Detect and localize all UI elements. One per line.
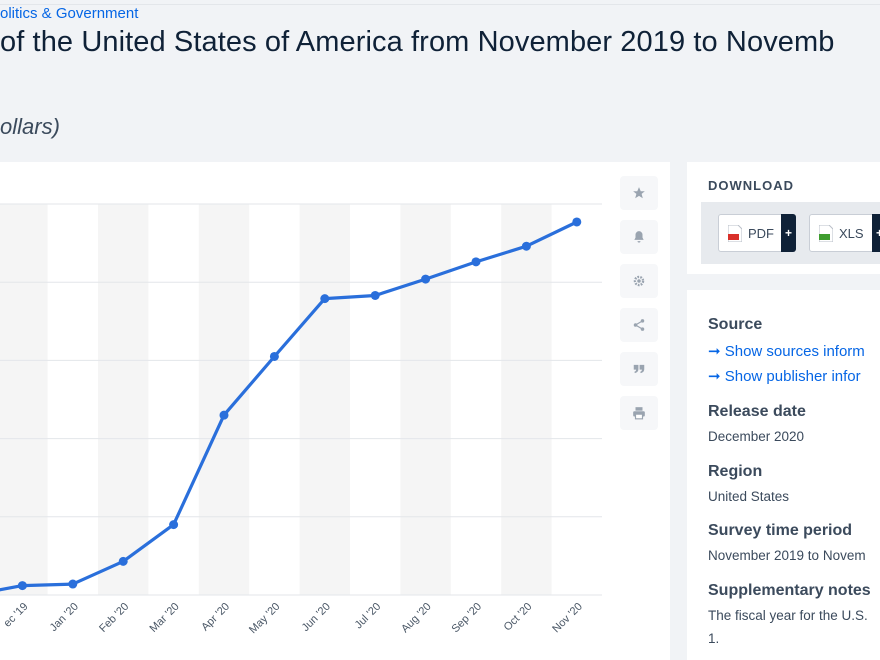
bell-icon <box>634 231 644 243</box>
chart-card: ec '19 Jan '20 Feb '20 Mar '20 Apr '20 May '2… <box>0 162 670 660</box>
xls-file-icon <box>818 224 834 242</box>
survey-period-heading: Survey time period <box>708 522 853 539</box>
breadcrumb[interactable]: olitics & Government <box>0 5 139 22</box>
show-publisher-link[interactable]: ➞ Show publisher infor <box>708 368 861 385</box>
share-icon <box>633 319 645 331</box>
x-tick-label: Jan '20 <box>48 601 81 634</box>
release-date-value: December 2020 <box>708 429 805 444</box>
page-subtitle: ollars) <box>0 114 60 139</box>
data-point <box>68 579 78 589</box>
xls-download-button[interactable]: XLS + <box>809 214 880 252</box>
notification-button[interactable] <box>620 220 658 254</box>
x-tick-label: Nov '20 <box>550 601 585 636</box>
share-button[interactable] <box>620 308 658 342</box>
x-tick-label: Jun '20 <box>300 601 333 634</box>
x-tick-label: ec '19 <box>2 601 31 630</box>
chart-band <box>299 204 350 595</box>
supplementary-notes-heading: Supplementary notes <box>708 582 871 599</box>
star-icon <box>633 187 645 199</box>
series-line <box>0 220 579 592</box>
download-label: DOWNLOAD <box>708 178 794 193</box>
data-point <box>471 257 481 267</box>
chart-band <box>98 204 149 595</box>
survey-period-value: November 2019 to Novem <box>708 548 866 563</box>
x-tick-label: Sep '20 <box>449 601 484 636</box>
settings-button[interactable] <box>620 264 658 298</box>
statistic-details-panel: Source ➞ Show sources inform ➞ Show publ… <box>687 290 880 660</box>
x-tick-label: Aug '20 <box>399 601 434 636</box>
show-sources-link[interactable]: ➞ Show sources inform <box>708 343 865 360</box>
region-heading: Region <box>708 463 763 480</box>
quote-icon <box>633 364 645 374</box>
supplementary-notes-line1: The fiscal year for the U.S. <box>708 608 868 623</box>
cite-button[interactable] <box>620 352 658 386</box>
data-point <box>17 581 27 591</box>
line-chart: ec '19 Jan '20 Feb '20 Mar '20 Apr '20 May '2… <box>0 203 602 636</box>
chart-band <box>501 204 552 595</box>
print-button[interactable] <box>620 396 658 430</box>
data-point <box>219 410 229 420</box>
data-point <box>169 520 179 530</box>
data-point <box>572 217 582 227</box>
chart-toolbar <box>620 176 658 440</box>
pdf-label: PDF <box>748 225 774 241</box>
x-tick-label: Jul '20 <box>353 601 384 632</box>
pdf-download-button[interactable]: PDF + <box>718 214 796 252</box>
page-title: of the United States of America from Nov… <box>0 26 835 58</box>
x-tick-label: Oct '20 <box>502 601 535 634</box>
x-tick-label: Mar '20 <box>148 601 182 635</box>
pdf-file-icon <box>727 224 743 242</box>
favorite-button[interactable] <box>620 176 658 210</box>
chart-band <box>198 204 250 595</box>
xls-plus-icon: + <box>872 214 880 252</box>
chart-band <box>400 204 451 595</box>
x-tick-label: May '20 <box>247 601 282 636</box>
top-divider <box>0 4 880 5</box>
xls-label: XLS <box>839 225 864 241</box>
print-icon <box>633 407 645 420</box>
region-value: United States <box>708 489 790 504</box>
pdf-plus-icon: + <box>781 214 796 252</box>
x-tick-label: Apr '20 <box>199 601 232 634</box>
chart-band <box>0 204 48 595</box>
download-panel: DOWNLOAD PDF + XLS + <box>687 162 880 274</box>
source-heading: Source <box>708 316 763 333</box>
data-point <box>521 241 531 251</box>
x-tick-label: Feb '20 <box>97 601 131 635</box>
data-point <box>269 351 279 361</box>
gear-icon <box>633 275 645 287</box>
supplementary-notes-line2: 1. <box>708 631 720 646</box>
data-point <box>320 294 330 304</box>
data-point <box>421 274 431 284</box>
release-date-heading: Release date <box>708 403 806 420</box>
data-point <box>370 290 380 300</box>
data-point <box>118 556 128 566</box>
